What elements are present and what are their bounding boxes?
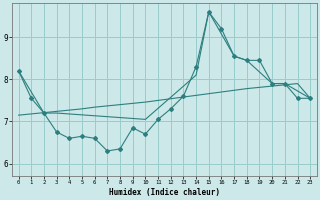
X-axis label: Humidex (Indice chaleur): Humidex (Indice chaleur) (109, 188, 220, 197)
